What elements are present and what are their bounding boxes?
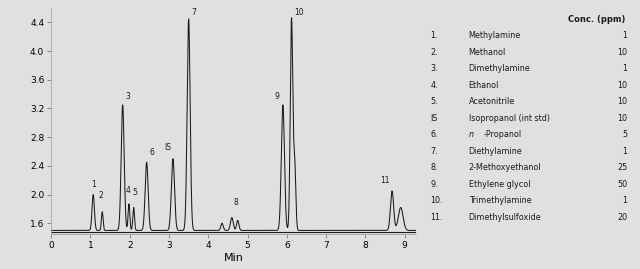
Text: Methanol: Methanol [468, 48, 506, 57]
Text: 10: 10 [617, 48, 627, 57]
Text: Isopropanol (int std): Isopropanol (int std) [468, 114, 550, 123]
Text: 2.: 2. [431, 48, 438, 57]
Text: -Propanol: -Propanol [483, 130, 522, 139]
Text: IS: IS [164, 143, 171, 151]
Text: Acetonitrile: Acetonitrile [468, 97, 515, 106]
Text: Ethylene glycol: Ethylene glycol [468, 180, 530, 189]
Text: 10.: 10. [431, 196, 443, 205]
Text: 4: 4 [125, 186, 131, 194]
Text: 1: 1 [91, 180, 95, 189]
Text: 9: 9 [275, 92, 280, 101]
Text: 10: 10 [617, 114, 627, 123]
Text: 8.: 8. [431, 163, 438, 172]
Text: 1: 1 [622, 196, 627, 205]
Text: 9.: 9. [431, 180, 438, 189]
Text: 5.: 5. [431, 97, 438, 106]
Text: 25: 25 [617, 163, 627, 172]
Text: 10: 10 [294, 8, 304, 17]
Text: 4.: 4. [431, 81, 438, 90]
Text: 1.: 1. [431, 31, 438, 40]
Text: 3.: 3. [431, 64, 438, 73]
Text: IS: IS [431, 114, 438, 123]
Text: 8: 8 [234, 199, 239, 207]
Text: 7.: 7. [431, 147, 438, 156]
Text: 20: 20 [617, 213, 627, 222]
Text: 1: 1 [622, 147, 627, 156]
Text: 2: 2 [99, 191, 104, 200]
Text: 3: 3 [126, 92, 131, 101]
Text: Methylamine: Methylamine [468, 31, 521, 40]
Text: 11: 11 [380, 176, 390, 185]
Text: 6.: 6. [431, 130, 438, 139]
Text: 1: 1 [622, 64, 627, 73]
Text: 50: 50 [617, 180, 627, 189]
Text: 1: 1 [622, 31, 627, 40]
X-axis label: Min: Min [224, 253, 244, 263]
Text: Dimethylsulfoxide: Dimethylsulfoxide [468, 213, 541, 222]
Text: Diethylamine: Diethylamine [468, 147, 522, 156]
Text: 7: 7 [191, 8, 196, 17]
Text: 5: 5 [132, 189, 137, 197]
Text: 6: 6 [149, 148, 154, 157]
Text: 11.: 11. [431, 213, 443, 222]
Text: Trimethylamine: Trimethylamine [468, 196, 531, 205]
Text: 5: 5 [622, 130, 627, 139]
Text: n: n [468, 130, 474, 139]
Text: Dimethylamine: Dimethylamine [468, 64, 531, 73]
Text: Ethanol: Ethanol [468, 81, 499, 90]
Text: 2-Methoxyethanol: 2-Methoxyethanol [468, 163, 541, 172]
Text: Conc. (ppm): Conc. (ppm) [568, 15, 625, 24]
Text: 10: 10 [617, 81, 627, 90]
Text: 10: 10 [617, 97, 627, 106]
